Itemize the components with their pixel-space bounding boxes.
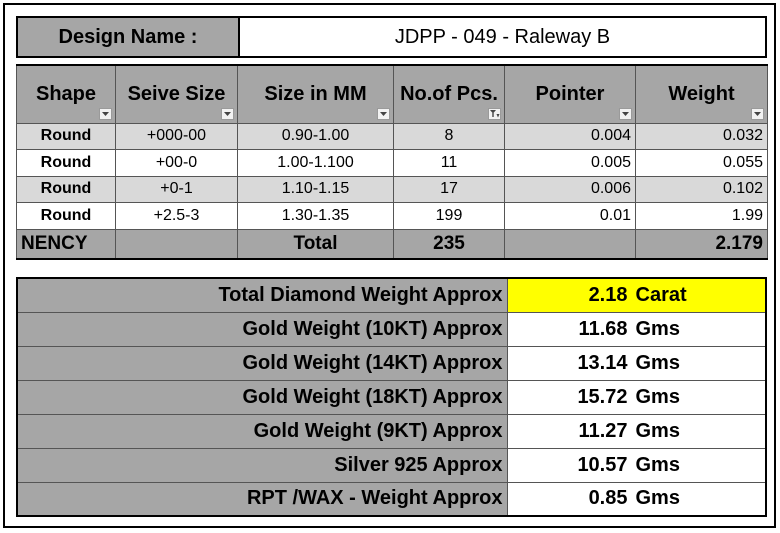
summary-value-cell[interactable]: 0.85 Gms — [506, 481, 767, 517]
summary-unit: Gms — [635, 487, 680, 510]
design-name-value[interactable]: JDPP - 049 - Raleway B — [240, 18, 765, 56]
summary-unit: Gms — [635, 351, 680, 374]
table-row: Round +000-00 0.90-1.00 8 0.004 0.032 — [16, 122, 768, 150]
summary-value-cell[interactable]: 10.57 Gms — [506, 447, 767, 483]
summary-value: 13.14 — [577, 351, 628, 374]
filter-dropdown-icon[interactable] — [99, 107, 112, 120]
cell-pointer[interactable]: 0.004 — [504, 122, 636, 150]
summary-value-cell[interactable]: 11.27 Gms — [506, 413, 767, 449]
cell-pcs[interactable]: 199 — [393, 202, 505, 230]
cell-seive[interactable]: +00-0 — [115, 149, 238, 177]
cell-weight[interactable]: 1.99 — [635, 202, 768, 230]
filter-sort-active-icon[interactable] — [488, 107, 501, 120]
summary-value: 2.18 — [588, 283, 628, 306]
summary-value: 11.68 — [578, 317, 628, 340]
summary-label[interactable]: Gold Weight (10KT) Approx — [16, 311, 508, 347]
summary-unit: Gms — [635, 453, 680, 476]
total-empty-cell[interactable] — [504, 228, 636, 260]
summary-label[interactable]: Gold Weight (18KT) Approx — [16, 379, 508, 415]
cell-weight[interactable]: 0.102 — [635, 175, 768, 203]
cell-mm[interactable]: 0.90-1.00 — [237, 122, 394, 150]
total-pcs[interactable]: 235 — [393, 228, 505, 260]
summary-value: 0.85 — [588, 487, 628, 510]
weight-summary-table: Total Diamond Weight Approx 2.18 Carat Go… — [16, 277, 767, 517]
cell-weight[interactable]: 0.055 — [635, 149, 768, 177]
summary-value: 11.27 — [578, 419, 628, 442]
col-header-shape[interactable]: Shape — [16, 64, 116, 124]
summary-label[interactable]: Gold Weight (14KT) Approx — [16, 345, 508, 381]
cell-pointer[interactable]: 0.006 — [504, 175, 636, 203]
table-row: Round +0-1 1.10-1.15 17 0.006 0.102 — [16, 175, 768, 203]
summary-value-cell[interactable]: 15.72 Gms — [506, 379, 767, 415]
col-header-pcs[interactable]: No.of Pcs. — [393, 64, 505, 124]
filter-dropdown-icon[interactable] — [377, 107, 390, 120]
summary-row: Total Diamond Weight Approx 2.18 Carat — [16, 277, 767, 313]
summary-value-cell[interactable]: 13.14 Gms — [506, 345, 767, 381]
cell-weight[interactable]: 0.032 — [635, 122, 768, 150]
col-header-weight[interactable]: Weight — [635, 64, 768, 124]
cell-mm[interactable]: 1.10-1.15 — [237, 175, 394, 203]
col-header-pointer[interactable]: Pointer — [504, 64, 636, 124]
summary-row: Gold Weight (18KT) Approx 15.72 Gms — [16, 379, 767, 415]
cell-mm[interactable]: 1.30-1.35 — [237, 202, 394, 230]
cell-pcs[interactable]: 17 — [393, 175, 505, 203]
cell-pointer[interactable]: 0.01 — [504, 202, 636, 230]
summary-label[interactable]: Gold Weight (9KT) Approx — [16, 413, 508, 449]
table-row: Round +2.5-3 1.30-1.35 199 0.01 1.99 — [16, 202, 768, 230]
summary-unit: Gms — [635, 385, 680, 408]
cell-pcs[interactable]: 8 — [393, 122, 505, 150]
total-row: NENCY Total 235 2.179 — [16, 228, 768, 260]
summary-value: 15.72 — [577, 385, 628, 408]
col-header-seive-size[interactable]: Seive Size — [115, 64, 238, 124]
cell-pcs[interactable]: 11 — [393, 149, 505, 177]
cell-shape[interactable]: Round — [16, 149, 116, 177]
summary-unit: Gms — [635, 419, 680, 442]
summary-row: Gold Weight (9KT) Approx 11.27 Gms — [16, 413, 767, 449]
total-empty-cell[interactable] — [115, 228, 238, 260]
summary-row: Silver 925 Approx 10.57 Gms — [16, 447, 767, 483]
summary-label[interactable]: RPT /WAX - Weight Approx — [16, 481, 508, 517]
summary-unit: Gms — [635, 317, 680, 340]
cell-shape[interactable]: Round — [16, 175, 116, 203]
summary-value: 10.57 — [577, 453, 628, 476]
design-name-header: Design Name : JDPP - 049 - Raleway B — [16, 16, 767, 58]
table-row: Round +00-0 1.00-1.100 11 0.005 0.055 — [16, 149, 768, 177]
col-header-size-mm[interactable]: Size in MM — [237, 64, 394, 124]
total-weight[interactable]: 2.179 — [635, 228, 768, 260]
summary-value-cell[interactable]: 11.68 Gms — [506, 311, 767, 347]
stones-header-row: Shape Seive Size Size in MM No.of Pcs. P… — [16, 64, 768, 124]
total-label[interactable]: Total — [237, 228, 394, 260]
summary-row: RPT /WAX - Weight Approx 0.85 Gms — [16, 481, 767, 517]
total-first-cell[interactable]: NENCY — [16, 228, 116, 260]
summary-label[interactable]: Silver 925 Approx — [16, 447, 508, 483]
summary-unit: Carat — [635, 283, 687, 306]
cell-shape[interactable]: Round — [16, 202, 116, 230]
cell-shape[interactable]: Round — [16, 122, 116, 150]
summary-row: Gold Weight (10KT) Approx 11.68 Gms — [16, 311, 767, 347]
summary-value-cell[interactable]: 2.18 Carat — [506, 277, 767, 313]
cell-seive[interactable]: +000-00 — [115, 122, 238, 150]
cell-mm[interactable]: 1.00-1.100 — [237, 149, 394, 177]
summary-label[interactable]: Total Diamond Weight Approx — [16, 277, 508, 313]
cell-pointer[interactable]: 0.005 — [504, 149, 636, 177]
summary-row: Gold Weight (14KT) Approx 13.14 Gms — [16, 345, 767, 381]
filter-dropdown-icon[interactable] — [751, 107, 764, 120]
stones-table: Shape Seive Size Size in MM No.of Pcs. P… — [16, 64, 768, 260]
cell-seive[interactable]: +2.5-3 — [115, 202, 238, 230]
filter-dropdown-icon[interactable] — [619, 107, 632, 120]
filter-dropdown-icon[interactable] — [221, 107, 234, 120]
design-name-label: Design Name : — [18, 18, 240, 56]
cell-seive[interactable]: +0-1 — [115, 175, 238, 203]
